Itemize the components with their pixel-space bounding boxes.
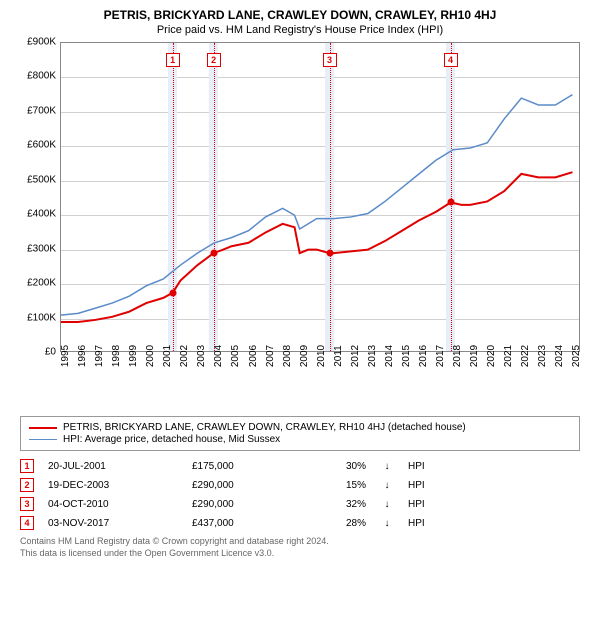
footer-line-1: Contains HM Land Registry data © Crown c…: [20, 536, 580, 548]
x-axis-label: 2024: [554, 345, 565, 367]
y-axis-label: £800K: [20, 71, 56, 82]
sale-row: 2 19-DEC-2003 £290,000 15% ↓ HPI: [20, 478, 580, 492]
sales-table: 1 20-JUL-2001 £175,000 30% ↓ HPI 2 19-DEC-2003 £…: [20, 459, 580, 530]
x-axis-label: 2003: [196, 345, 207, 367]
down-arrow-icon: ↓: [380, 480, 394, 491]
sale-hpi-label: HPI: [408, 480, 438, 491]
x-axis-label: 2018: [452, 345, 463, 367]
x-axis-label: 2007: [265, 345, 276, 367]
sale-hpi-label: HPI: [408, 461, 438, 472]
x-axis-label: 2010: [316, 345, 327, 367]
series-line-property: [61, 172, 572, 322]
y-axis-label: £600K: [20, 140, 56, 151]
sale-number: 1: [20, 459, 34, 473]
series-line-hpi: [61, 95, 572, 315]
down-arrow-icon: ↓: [380, 461, 394, 472]
x-axis-label: 1997: [94, 345, 105, 367]
sale-date: 19-DEC-2003: [48, 480, 178, 491]
sale-price: £175,000: [192, 461, 302, 472]
x-axis-label: 2009: [299, 345, 310, 367]
sale-pct: 30%: [316, 461, 366, 472]
sale-price: £290,000: [192, 480, 302, 491]
sale-price: £290,000: [192, 499, 302, 510]
sale-number: 4: [20, 516, 34, 530]
x-axis-label: 2014: [384, 345, 395, 367]
y-axis-label: £0: [20, 347, 56, 358]
footer-attribution: Contains HM Land Registry data © Crown c…: [20, 536, 580, 559]
x-axis-label: 2016: [418, 345, 429, 367]
sale-row: 1 20-JUL-2001 £175,000 30% ↓ HPI: [20, 459, 580, 473]
x-axis-label: 2012: [350, 345, 361, 367]
y-axis-label: £400K: [20, 209, 56, 220]
plot-region: 1234: [60, 42, 580, 352]
sale-row: 4 03-NOV-2017 £437,000 28% ↓ HPI: [20, 516, 580, 530]
sale-pct: 28%: [316, 518, 366, 529]
sale-price: £437,000: [192, 518, 302, 529]
sale-date: 03-NOV-2017: [48, 518, 178, 529]
y-axis-label: £500K: [20, 174, 56, 185]
sale-hpi-label: HPI: [408, 518, 438, 529]
x-axis-label: 1996: [77, 345, 88, 367]
x-axis-label: 2011: [333, 345, 344, 367]
x-axis-label: 2002: [179, 345, 190, 367]
chart-area: 1234 £0 £100K £200K £300K £400K £500K £600K £70…: [20, 42, 580, 382]
x-axis-label: 2021: [503, 345, 514, 367]
y-axis-label: £100K: [20, 312, 56, 323]
chart-container: PETRIS, BRICKYARD LANE, CRAWLEY DOWN, CR…: [0, 0, 600, 620]
chart-subtitle: Price paid vs. HM Land Registry's House …: [12, 24, 588, 36]
series-svg: [61, 43, 581, 353]
legend: PETRIS, BRICKYARD LANE, CRAWLEY DOWN, CR…: [20, 416, 580, 451]
y-axis-label: £900K: [20, 37, 56, 48]
sale-pct: 32%: [316, 499, 366, 510]
x-axis-label: 2013: [367, 345, 378, 367]
x-axis-label: 2015: [401, 345, 412, 367]
legend-label: PETRIS, BRICKYARD LANE, CRAWLEY DOWN, CR…: [63, 422, 466, 433]
x-axis-label: 2019: [469, 345, 480, 367]
sale-date: 04-OCT-2010: [48, 499, 178, 510]
x-axis-label: 2025: [571, 345, 582, 367]
legend-swatch: [29, 439, 57, 441]
legend-item: PETRIS, BRICKYARD LANE, CRAWLEY DOWN, CR…: [29, 422, 571, 433]
x-axis-label: 1999: [128, 345, 139, 367]
sale-row: 3 04-OCT-2010 £290,000 32% ↓ HPI: [20, 497, 580, 511]
sale-date: 20-JUL-2001: [48, 461, 178, 472]
x-axis-label: 2006: [248, 345, 259, 367]
x-axis-label: 2023: [537, 345, 548, 367]
x-axis-label: 1995: [60, 345, 71, 367]
footer-line-2: This data is licensed under the Open Gov…: [20, 548, 580, 560]
x-axis-label: 2004: [213, 345, 224, 367]
down-arrow-icon: ↓: [380, 518, 394, 529]
sale-pct: 15%: [316, 480, 366, 491]
y-axis-label: £200K: [20, 278, 56, 289]
chart-title: PETRIS, BRICKYARD LANE, CRAWLEY DOWN, CR…: [12, 8, 588, 22]
y-axis-label: £700K: [20, 105, 56, 116]
down-arrow-icon: ↓: [380, 499, 394, 510]
legend-item: HPI: Average price, detached house, Mid …: [29, 434, 571, 445]
x-axis-label: 2022: [520, 345, 531, 367]
x-axis-label: 2001: [162, 345, 173, 367]
y-axis-label: £300K: [20, 243, 56, 254]
x-axis-label: 2005: [230, 345, 241, 367]
sale-hpi-label: HPI: [408, 499, 438, 510]
x-axis-label: 2008: [282, 345, 293, 367]
x-axis-label: 1998: [111, 345, 122, 367]
x-axis-label: 2020: [486, 345, 497, 367]
x-axis-label: 2000: [145, 345, 156, 367]
legend-label: HPI: Average price, detached house, Mid …: [63, 434, 280, 445]
sale-number: 3: [20, 497, 34, 511]
sale-number: 2: [20, 478, 34, 492]
legend-swatch: [29, 427, 57, 429]
x-axis-label: 2017: [435, 345, 446, 367]
